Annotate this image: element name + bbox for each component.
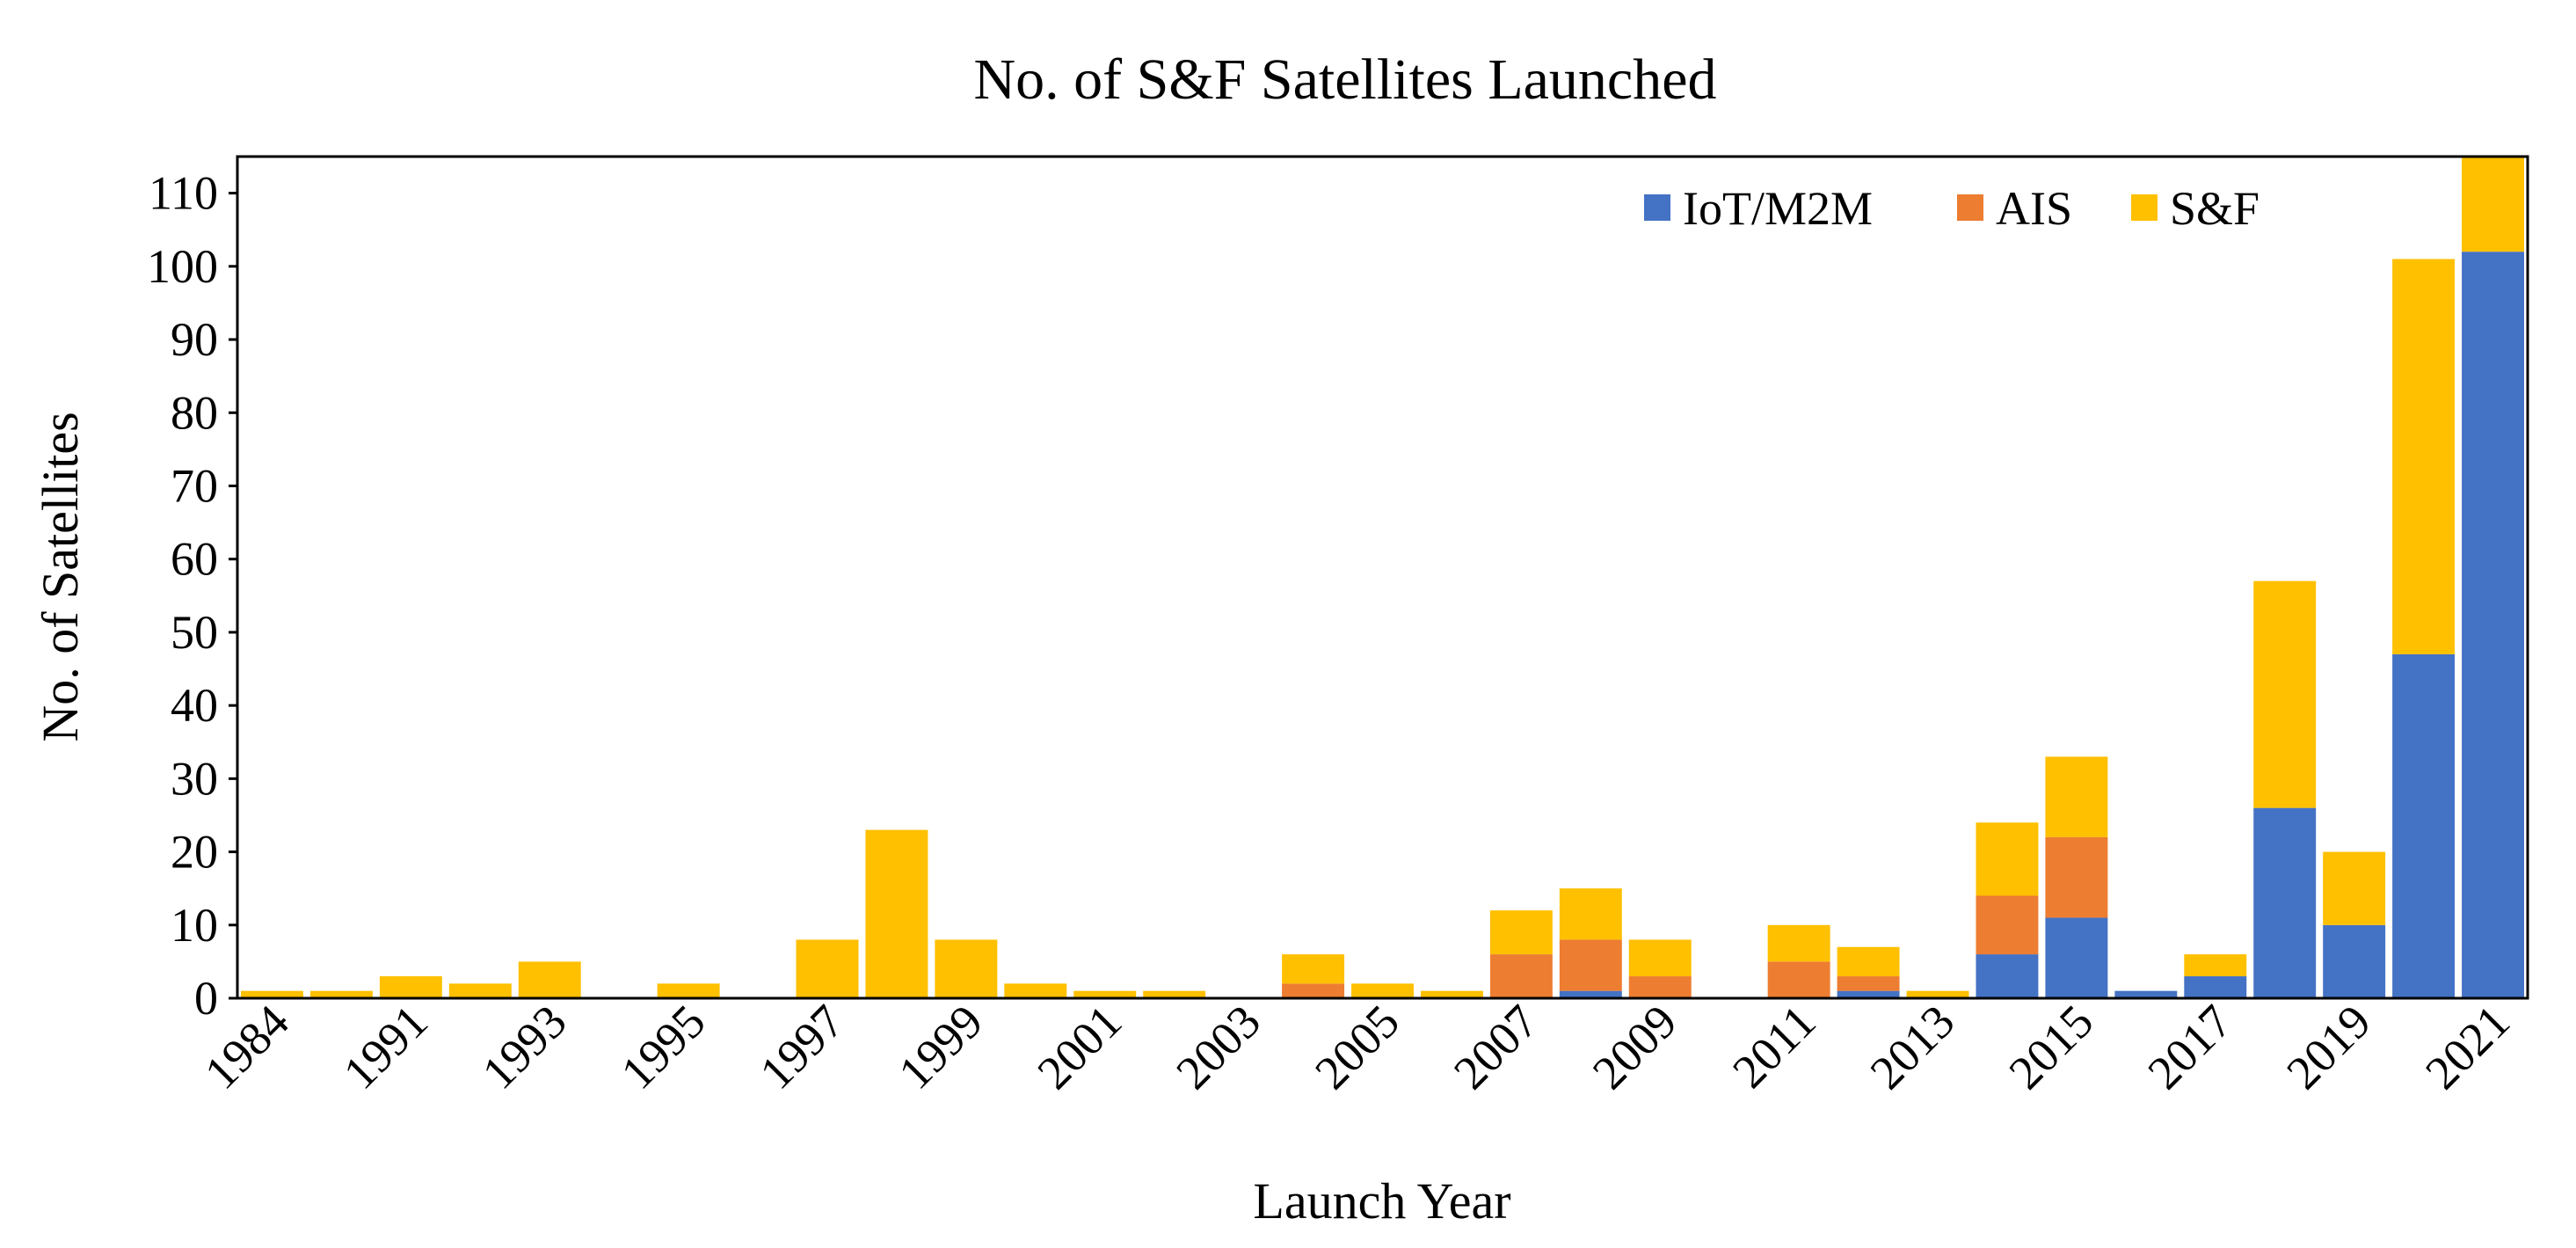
y-tick-label-70: 70 <box>171 459 218 512</box>
y-tick-label-30: 30 <box>171 752 218 805</box>
bar-2006-s-f <box>1420 990 1483 998</box>
bar-2009-ais <box>1628 976 1692 998</box>
legend-label-ais: AIS <box>1996 182 2072 235</box>
bar-2017-s-f <box>2184 954 2247 977</box>
x-tick-label-1999: 1999 <box>889 995 993 1099</box>
x-tick-label-2011: 2011 <box>1722 995 1825 1098</box>
bar-1995-s-f <box>657 983 720 998</box>
bar-2021-iot-m2m <box>2462 252 2524 998</box>
bar-2000-s-f <box>1004 983 1067 998</box>
bar-2014-ais <box>1976 895 2039 955</box>
bar-2004-ais <box>1282 983 1345 998</box>
x-tick-label-2019: 2019 <box>2276 995 2381 1099</box>
bar-2012-iot-m2m <box>1837 990 1900 998</box>
bar-2021-s-f <box>2462 157 2524 252</box>
bar-2002-s-f <box>1143 990 1206 998</box>
x-tick-label-1993: 1993 <box>472 995 577 1099</box>
legend: IoT/M2M AIS S&F <box>1644 182 2259 235</box>
bar-1998-s-f <box>865 829 928 998</box>
bar-2020-iot-m2m <box>2392 653 2456 998</box>
bar-1999-s-f <box>935 939 998 998</box>
y-tick-label-10: 10 <box>171 899 218 952</box>
bar-1990-s-f <box>309 990 373 998</box>
bar-2015-ais <box>2045 836 2108 918</box>
legend-label-iot-m2m: IoT/M2M <box>1683 182 1873 235</box>
x-tick-label-2009: 2009 <box>1583 995 1687 1099</box>
plot-area-frame <box>236 155 2529 1000</box>
legend-label-s-f: S&F <box>2170 182 2259 235</box>
chart-title: No. of S&F Satellites Launched <box>973 47 1716 112</box>
bar-2012-s-f <box>1837 946 1900 977</box>
bar-2001-s-f <box>1073 990 1137 998</box>
y-tick-label-100: 100 <box>147 240 218 293</box>
x-tick-label-2001: 2001 <box>1027 995 1132 1099</box>
bar-1997-s-f <box>796 939 859 998</box>
y-tick-label-60: 60 <box>171 533 218 586</box>
bar-2018-iot-m2m <box>2253 807 2317 998</box>
y-tick-label-50: 50 <box>171 606 218 659</box>
bar-2014-iot-m2m <box>1976 954 2039 998</box>
bar-2011-s-f <box>1767 924 1830 962</box>
bar-2018-s-f <box>2253 580 2317 808</box>
bar-2020-s-f <box>2392 259 2456 654</box>
x-tick-label-2007: 2007 <box>1444 995 1548 1099</box>
y-tick-label-0: 0 <box>194 972 218 1025</box>
y-tick-label-20: 20 <box>171 826 218 879</box>
x-tick-label-2015: 2015 <box>1999 995 2104 1099</box>
bar-2015-s-f <box>2045 756 2108 837</box>
bars-layer <box>241 157 2524 998</box>
x-tick-label-2005: 2005 <box>1305 995 1409 1099</box>
bar-2004-s-f <box>1282 954 1345 984</box>
y-tick-label-110: 110 <box>149 167 218 220</box>
bar-2008-ais <box>1559 939 1622 991</box>
bar-2017-iot-m2m <box>2184 976 2247 998</box>
bar-2009-s-f <box>1628 939 1692 977</box>
bar-2012-ais <box>1837 976 1900 991</box>
bar-2019-s-f <box>2323 851 2386 925</box>
y-axis-label: No. of Satellites <box>32 412 89 741</box>
y-tick-label-40: 40 <box>171 679 218 732</box>
y-axis-ticks: 0 10 20 30 40 50 60 70 80 90 100 110 <box>147 167 237 1025</box>
x-tick-label-2021: 2021 <box>2415 995 2520 1099</box>
bar-1991-s-f <box>379 976 442 998</box>
legend-swatch-ais <box>1957 194 1983 221</box>
bar-2008-iot-m2m <box>1559 990 1622 998</box>
legend-swatch-s-f <box>2131 194 2158 221</box>
bar-2005-s-f <box>1351 983 1414 998</box>
bar-2011-ais <box>1767 961 1830 998</box>
y-tick-label-90: 90 <box>171 313 218 366</box>
bar-2008-s-f <box>1559 888 1622 940</box>
bar-2016-iot-m2m <box>2114 990 2178 998</box>
x-tick-label-1991: 1991 <box>333 995 438 1099</box>
bar-2019-iot-m2m <box>2323 924 2386 998</box>
x-tick-label-2013: 2013 <box>1860 995 1965 1099</box>
bar-1984-s-f <box>241 990 303 998</box>
bar-1992-s-f <box>448 983 512 998</box>
x-axis-label: Launch Year <box>1253 1172 1510 1230</box>
bar-1993-s-f <box>518 961 581 998</box>
y-tick-label-80: 80 <box>171 386 218 439</box>
bar-2013-s-f <box>1906 990 1969 998</box>
x-tick-label-1995: 1995 <box>611 995 716 1099</box>
bar-2007-ais <box>1489 954 1553 998</box>
bar-2014-s-f <box>1976 822 2039 896</box>
x-axis-ticks: 1984 1991 1993 1995 1997 1999 2001 2003 2005 2007… <box>194 995 2520 1099</box>
legend-swatch-iot-m2m <box>1644 194 1670 221</box>
bar-2015-iot-m2m <box>2045 917 2108 998</box>
x-tick-label-1997: 1997 <box>750 995 855 1099</box>
bar-2007-s-f <box>1489 910 1553 955</box>
x-tick-label-2017: 2017 <box>2137 995 2242 1099</box>
x-tick-label-2003: 2003 <box>1166 995 1270 1099</box>
